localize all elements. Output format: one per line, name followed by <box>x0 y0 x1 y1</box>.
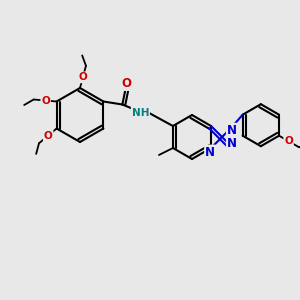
Text: O: O <box>122 77 131 90</box>
Text: O: O <box>79 72 87 82</box>
Text: N: N <box>205 146 215 158</box>
Text: NH: NH <box>132 107 149 118</box>
Text: O: O <box>284 136 293 146</box>
Text: N: N <box>227 137 237 150</box>
Text: O: O <box>41 95 50 106</box>
Text: N: N <box>227 124 237 137</box>
Text: O: O <box>44 130 52 141</box>
